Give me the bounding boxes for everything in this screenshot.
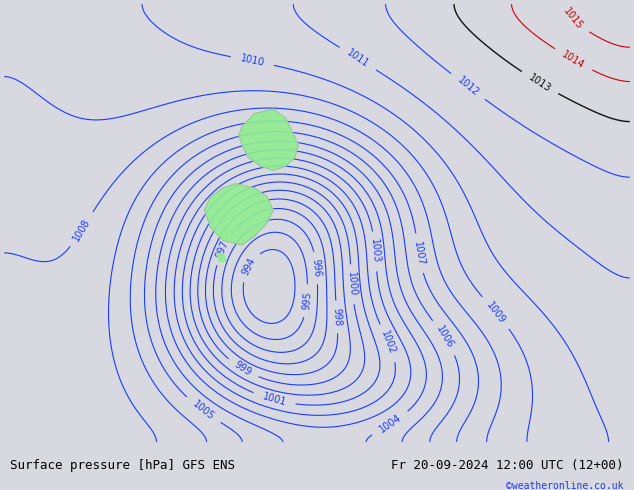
Text: Fr 20-09-2024 12:00 UTC (12+00): Fr 20-09-2024 12:00 UTC (12+00) (391, 460, 624, 472)
Text: Surface pressure [hPa] GFS ENS: Surface pressure [hPa] GFS ENS (10, 460, 235, 472)
Text: 1007: 1007 (412, 240, 426, 266)
Text: 1010: 1010 (239, 53, 265, 69)
Text: 996: 996 (311, 258, 322, 277)
Text: 1008: 1008 (72, 217, 93, 243)
Text: 1012: 1012 (455, 75, 481, 98)
Text: 999: 999 (232, 360, 253, 378)
Text: 997: 997 (214, 239, 231, 260)
Polygon shape (204, 184, 273, 245)
Text: 1004: 1004 (377, 413, 403, 435)
Text: 1000: 1000 (346, 272, 358, 297)
Text: 1005: 1005 (190, 399, 216, 422)
Text: 1009: 1009 (484, 300, 507, 325)
Text: 994: 994 (240, 256, 257, 277)
Text: 1013: 1013 (527, 72, 553, 94)
Text: 1006: 1006 (434, 324, 455, 350)
Text: 1002: 1002 (380, 330, 398, 356)
Text: 1003: 1003 (369, 239, 381, 264)
Text: 995: 995 (301, 291, 313, 311)
Polygon shape (239, 109, 298, 171)
Polygon shape (217, 254, 226, 263)
Text: 1011: 1011 (345, 48, 371, 70)
Text: 998: 998 (332, 307, 342, 326)
Text: 1015: 1015 (561, 6, 585, 31)
Text: 1001: 1001 (261, 392, 287, 408)
Text: 1014: 1014 (560, 49, 586, 71)
Text: ©weatheronline.co.uk: ©weatheronline.co.uk (506, 481, 624, 490)
